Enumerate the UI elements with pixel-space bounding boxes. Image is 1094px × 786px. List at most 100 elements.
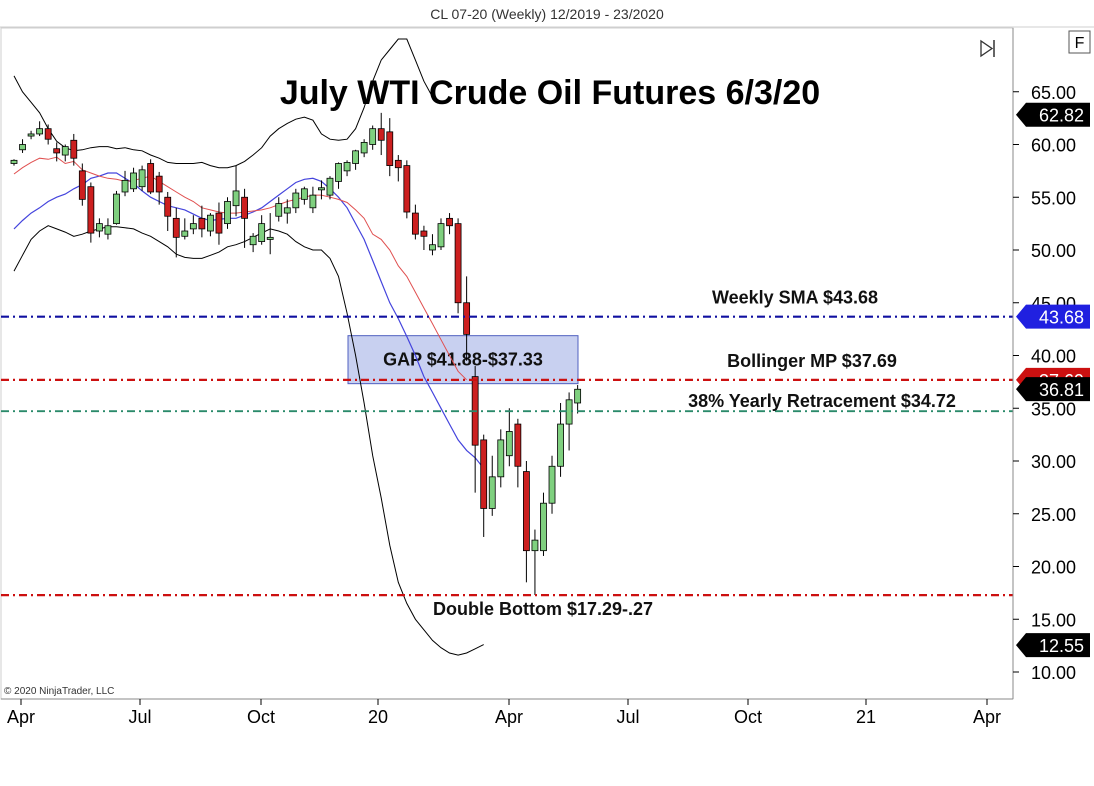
y-axis: 65.0060.0055.0050.0045.0040.0035.0030.00… — [1012, 28, 1076, 699]
sma-line — [13, 172, 485, 469]
candle — [360, 139, 368, 158]
candle — [207, 213, 214, 237]
candle — [44, 124, 52, 145]
level-label: Weekly SMA $43.68 — [712, 288, 878, 308]
candle — [471, 366, 479, 493]
candle — [78, 163, 86, 206]
x-axis: Apr Jul Oct 20 Apr Jul Oct 21 Apr — [1, 698, 1013, 727]
candle — [309, 186, 317, 214]
scroll-to-end-icon[interactable] — [980, 39, 995, 58]
x-tick-label: 20 — [368, 707, 388, 727]
candle — [19, 139, 26, 153]
candle — [147, 159, 155, 195]
y-tick-label: 20.00 — [1031, 558, 1076, 578]
candle — [574, 385, 582, 414]
y-tick-label: 10.00 — [1031, 663, 1076, 683]
candle — [155, 171, 163, 205]
y-tick-label: 35.00 — [1031, 399, 1076, 419]
x-tick-label: Oct — [734, 707, 762, 727]
y-tick-label: 30.00 — [1031, 452, 1076, 472]
candle — [241, 188, 248, 248]
x-tick-label: Jul — [128, 707, 151, 727]
candle — [394, 155, 402, 182]
x-tick-label: Jul — [616, 707, 639, 727]
indicator-lines — [13, 38, 485, 656]
candle — [61, 144, 69, 162]
y-tick-label: 65.00 — [1031, 83, 1076, 103]
candle — [386, 118, 394, 177]
candle — [10, 159, 18, 166]
candle — [283, 199, 291, 224]
candle — [275, 197, 283, 222]
y-tick-label: 25.00 — [1031, 505, 1076, 525]
gap-label: GAP $41.88-$37.33 — [383, 350, 543, 370]
candle — [27, 130, 35, 140]
candle — [540, 492, 547, 556]
svg-text:36.81: 36.81 — [1039, 380, 1084, 400]
candle — [96, 218, 103, 238]
candle — [420, 225, 428, 250]
bollinger-lower-band — [13, 225, 484, 656]
candle — [164, 191, 172, 232]
candle — [121, 170, 129, 197]
candle — [189, 215, 197, 235]
bollinger-mid-line — [13, 156, 467, 381]
candle — [514, 418, 522, 488]
candle — [557, 402, 564, 477]
x-tick-label: Apr — [973, 707, 1001, 727]
candle — [113, 190, 120, 225]
chart-title: July WTI Crude Oil Futures 6/3/20 — [280, 74, 820, 112]
candle — [232, 165, 240, 217]
candle — [505, 408, 513, 467]
candle — [172, 207, 180, 258]
candle — [292, 188, 300, 214]
x-tick-label: Oct — [247, 707, 275, 727]
y-tick-label: 55.00 — [1031, 188, 1076, 208]
candle — [266, 213, 274, 255]
bollinger-upper-band — [13, 38, 433, 169]
price-tag: 12.55 — [1016, 633, 1090, 658]
x-tick-label: Apr — [495, 707, 523, 727]
candle — [497, 429, 505, 488]
svg-text:62.82: 62.82 — [1039, 106, 1084, 126]
candle — [437, 218, 445, 250]
level-label: Double Bottom $17.29-.27 — [433, 599, 653, 619]
candle — [531, 529, 539, 595]
candle — [104, 218, 112, 240]
candle — [523, 461, 530, 583]
x-tick-label: 21 — [856, 707, 876, 727]
chart-header-title: CL 07-20 (Weekly) 12/2019 - 23/2020 — [430, 6, 664, 22]
f-button[interactable]: F — [1068, 30, 1091, 54]
candle — [215, 202, 223, 245]
candle — [258, 215, 266, 245]
candle — [403, 160, 411, 219]
candle — [249, 233, 257, 253]
candle — [369, 125, 377, 150]
copyright-notice: © 2020 NinjaTrader, LLC — [4, 686, 114, 697]
candle — [138, 165, 146, 191]
candle — [335, 162, 342, 189]
candle — [130, 167, 137, 192]
candle — [300, 186, 308, 205]
y-tick-label: 40.00 — [1031, 347, 1076, 367]
candle — [70, 133, 78, 166]
candle — [454, 218, 462, 314]
level-label: Bollinger MP $37.69 — [727, 351, 897, 371]
y-tick-label: 60.00 — [1031, 136, 1076, 156]
horizontal-level-lines: Weekly SMA $43.68 Bollinger MP $37.69 38% … — [1, 288, 1013, 619]
candle — [411, 204, 419, 240]
candle — [352, 149, 360, 170]
candle — [53, 142, 61, 162]
candle — [377, 112, 385, 156]
candle — [446, 213, 453, 235]
candle — [181, 218, 189, 240]
level-label: 38% Yearly Retracement $34.72 — [688, 391, 956, 411]
candle — [343, 160, 351, 177]
candle — [87, 182, 95, 243]
price-tag: 36.81 — [1016, 377, 1090, 402]
svg-text:F[interactable]: F — [1075, 35, 1085, 52]
candle — [480, 434, 488, 537]
candle — [36, 121, 44, 137]
